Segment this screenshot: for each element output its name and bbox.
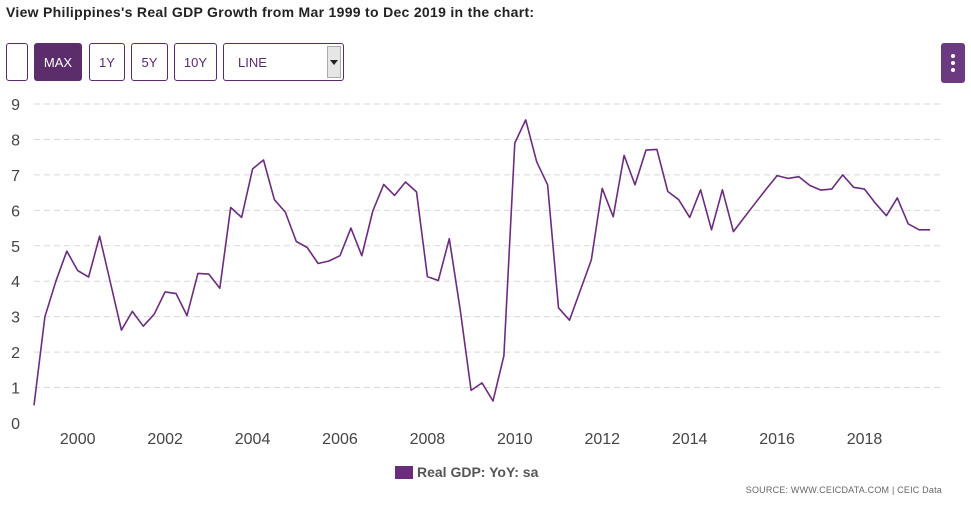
range-5y-button[interactable]: 5Y xyxy=(131,43,168,81)
legend-label: Real GDP: YoY: sa xyxy=(417,464,539,480)
y-tick-label: 6 xyxy=(11,203,20,220)
legend-swatch xyxy=(395,465,413,479)
series-line-real-gdp[interactable] xyxy=(33,119,931,406)
x-tick-label: 2010 xyxy=(497,431,533,448)
y-tick-label: 5 xyxy=(11,239,20,256)
x-tick-label: 2006 xyxy=(322,431,358,448)
x-axis-ticks: 2000 2002 2004 2006 2008 2010 2012 2014 2016 2018 xyxy=(60,431,882,448)
y-tick-label: 4 xyxy=(11,274,20,291)
x-tick-label: 2012 xyxy=(584,431,620,448)
y-tick-label: 9 xyxy=(11,97,20,114)
x-tick-label: 2002 xyxy=(147,431,183,448)
y-tick-label: 1 xyxy=(11,381,20,398)
legend[interactable]: Real GDP: YoY: sa xyxy=(395,464,538,480)
y-tick-label: 7 xyxy=(11,168,20,185)
y-tick-label: 3 xyxy=(11,310,20,327)
range-max-button[interactable]: MAX xyxy=(34,43,82,81)
x-tick-label: 2008 xyxy=(410,431,446,448)
dot-icon xyxy=(951,68,955,72)
x-tick-label: 2000 xyxy=(60,431,96,448)
more-options-button[interactable] xyxy=(941,43,965,83)
x-tick-label: 2018 xyxy=(847,431,883,448)
source-note: SOURCE: WWW.CEICDATA.COM | CEIC Data xyxy=(745,485,942,495)
chevron-down-icon[interactable] xyxy=(327,46,341,78)
dot-icon xyxy=(951,61,955,65)
y-tick-label: 0 xyxy=(11,416,20,433)
x-tick-label: 2016 xyxy=(759,431,795,448)
chart-type-select[interactable]: LINE xyxy=(223,43,344,81)
grid-lines xyxy=(34,103,941,389)
blank-button[interactable] xyxy=(6,43,28,81)
y-tick-label: 8 xyxy=(11,132,20,149)
y-axis-ticks: 0 1 2 3 4 5 6 7 8 9 xyxy=(11,97,20,433)
x-tick-label: 2014 xyxy=(672,431,708,448)
x-tick-label: 2004 xyxy=(235,431,271,448)
dot-icon xyxy=(951,54,955,58)
range-1y-button[interactable]: 1Y xyxy=(89,43,125,81)
y-tick-label: 2 xyxy=(11,345,20,362)
chart-type-value: LINE xyxy=(238,55,267,70)
range-10y-button[interactable]: 10Y xyxy=(174,43,217,81)
page-title: View Philippines's Real GDP Growth from … xyxy=(6,4,535,20)
series-layer xyxy=(33,119,931,406)
